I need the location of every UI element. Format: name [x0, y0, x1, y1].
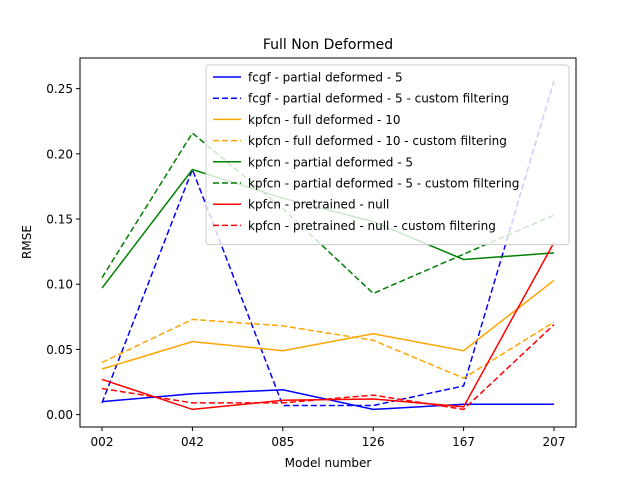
y-axis: 0.00 0.05 0.10 0.15 0.20 0.25 [46, 82, 80, 422]
y-tick-label-0: 0.00 [46, 408, 73, 422]
series-line-5 [101, 131, 555, 295]
legend: fcgf - partial deformed - 5 fcgf - partia… [205, 64, 570, 246]
legend-label-2: kpfcn - full deformed - 10 [248, 113, 400, 127]
x-axis-label: Model number [285, 456, 372, 470]
legend-label-7: kpfcn - pretrained - null - custom filte… [248, 219, 496, 233]
series-line-3 [101, 318, 555, 379]
legend-label-1: fcgf - partial deformed - 5 - custom fil… [248, 92, 509, 106]
x-tick-label-3: 126 [362, 435, 385, 449]
legend-label-3: kpfcn - full deformed - 10 - custom filt… [248, 134, 507, 148]
legend-label-4: kpfcn - partial deformed - 5 [248, 155, 413, 169]
series-line-7 [101, 324, 555, 411]
x-tick-label-2: 085 [271, 435, 294, 449]
x-axis: 002 042 085 126 167 207 [91, 427, 566, 449]
y-tick-label-2: 0.10 [46, 278, 73, 292]
y-axis-label: RMSE [20, 225, 34, 259]
plot-frame [79, 57, 577, 428]
y-tick-label-3: 0.15 [46, 213, 73, 227]
y-tick-label-5: 0.25 [46, 82, 73, 96]
x-tick-label-0: 002 [91, 435, 114, 449]
x-tick-label-1: 042 [181, 435, 204, 449]
legend-label-5: kpfcn - partial deformed - 5 - custom fi… [248, 177, 519, 191]
legend-label-0: fcgf - partial deformed - 5 [248, 71, 403, 85]
series-layer [101, 80, 555, 411]
legend-frame [205, 64, 570, 246]
x-tick-label-4: 167 [452, 435, 475, 449]
y-tick-label-1: 0.05 [46, 343, 73, 357]
series-line-1 [101, 80, 555, 407]
y-tick-label-4: 0.20 [46, 147, 73, 161]
chart-title: Full Non Deformed [263, 37, 393, 53]
series-line-2 [101, 279, 555, 370]
legend-label-6: kpfcn - pretrained - null [248, 198, 389, 212]
x-tick-label-5: 207 [543, 435, 566, 449]
